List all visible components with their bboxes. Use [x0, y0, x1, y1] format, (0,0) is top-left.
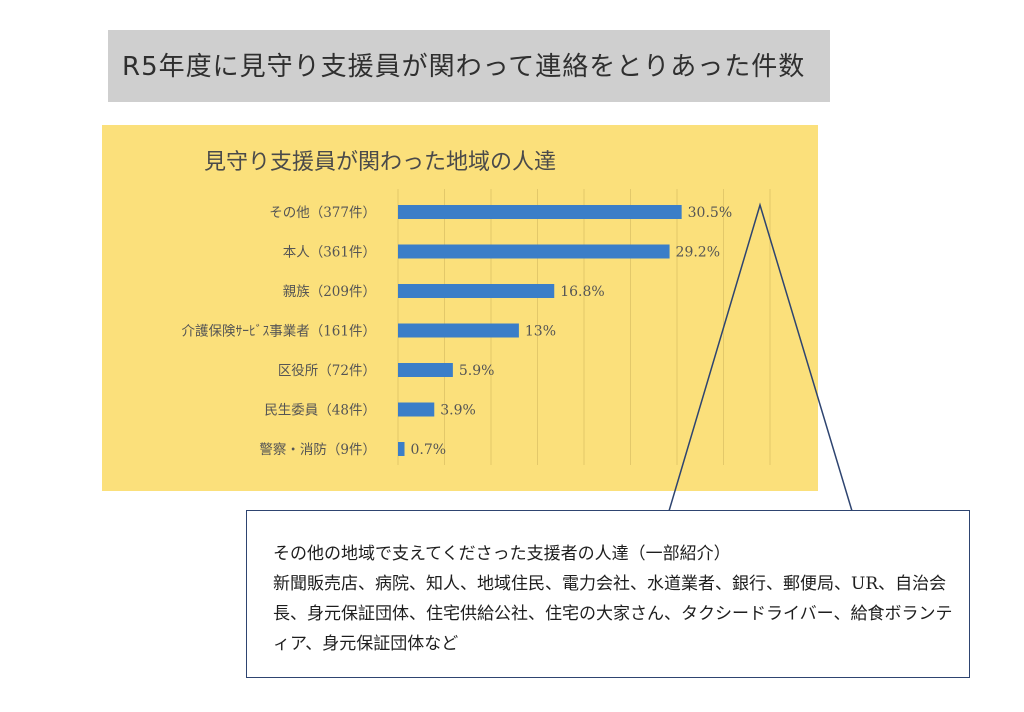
chart-bars: その他（377件） 30.5% 本人（361件） 29.2% 親族（209件） 16.8%…	[181, 205, 732, 458]
data-label: 30.5%	[688, 205, 732, 221]
bar	[398, 323, 519, 338]
data-label: 5.9%	[459, 363, 495, 379]
data-label: 29.2%	[676, 245, 720, 261]
data-label: 0.7%	[411, 442, 447, 458]
bar	[398, 442, 405, 456]
data-label: 16.8%	[560, 284, 604, 300]
callout-box: その他の地域で支えてくださった支援者の人達（一部紹介） 新聞販売店、病院、知人、…	[246, 510, 970, 678]
bar	[398, 402, 435, 417]
bar-chart: 見守り支援員が関わった地域の人達 その他（377件） 30.5% 本人（361件） 2…	[181, 150, 771, 465]
chart-panel: 見守り支援員が関わった地域の人達 その他（377件） 30.5% 本人（361件） 2…	[102, 125, 818, 491]
bar	[398, 363, 453, 377]
callout-body: 新聞販売店、病院、知人、地域住民、電力会社、水道業者、銀行、郵便局、UR、自治会…	[273, 574, 953, 654]
page-title: R5年度に見守り支援員が関わって連絡をとりあった件数	[122, 52, 806, 82]
category-label: 介護保険ｻｰﾋﾞｽ事業者（161件）	[181, 324, 376, 340]
callout-heading: その他の地域で支えてくださった支援者の人達（一部紹介）	[273, 544, 731, 564]
category-label: 民生委員（48件）	[264, 403, 376, 419]
chart-title: 見守り支援員が関わった地域の人達	[204, 150, 556, 175]
header-banner: R5年度に見守り支援員が関わって連絡をとりあった件数	[108, 30, 830, 102]
bar	[398, 205, 682, 219]
category-label: その他（377件）	[269, 205, 376, 221]
category-label: 区役所（72件）	[278, 363, 376, 379]
data-label: 3.9%	[440, 403, 476, 419]
category-label: 親族（209件）	[283, 284, 376, 300]
bar	[398, 244, 670, 259]
category-label: 本人（361件）	[283, 245, 376, 261]
bar	[398, 284, 555, 298]
category-label: 警察・消防（9件）	[259, 441, 376, 458]
data-label: 13%	[525, 324, 556, 340]
